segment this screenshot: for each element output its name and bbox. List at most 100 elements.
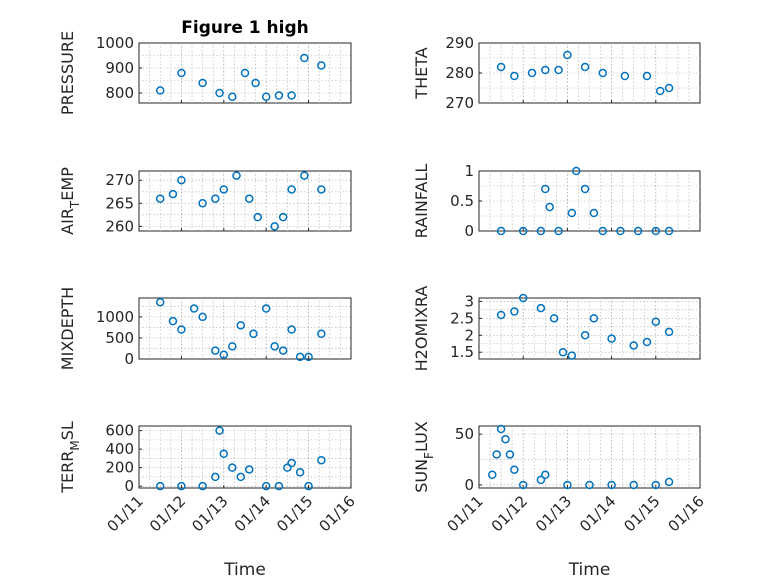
- data-point: [177, 481, 186, 491]
- data-point: [198, 312, 207, 322]
- data-point: [261, 92, 271, 101]
- y-tick-label: 265: [105, 194, 134, 212]
- data-point: [642, 71, 652, 81]
- data-point: [563, 50, 572, 60]
- data-point: [536, 303, 546, 313]
- data-point: [228, 342, 237, 351]
- data-point: [567, 351, 577, 360]
- data-point: [607, 480, 616, 490]
- data-point: [278, 346, 288, 355]
- x-tick-label: 01/14: [231, 492, 274, 535]
- data-point: [287, 325, 296, 334]
- y-tick-label: 280: [445, 64, 474, 82]
- data-point: [300, 53, 309, 63]
- data-point: [219, 449, 229, 459]
- y-tick-label: 600: [105, 422, 134, 440]
- data-point: [189, 304, 199, 313]
- data-point: [496, 226, 506, 236]
- data-point: [215, 426, 224, 435]
- data-point: [177, 175, 186, 185]
- y-tick-label: 1: [464, 162, 474, 180]
- data-point: [518, 293, 528, 303]
- data-point: [283, 463, 292, 472]
- x-tick-label: 01/15: [273, 492, 316, 535]
- data-point: [244, 465, 254, 474]
- data-point: [219, 350, 229, 360]
- data-point: [177, 68, 186, 78]
- y-axis-label: PRESSURE: [58, 31, 77, 115]
- x-tick-label: 01/13: [188, 492, 231, 535]
- data-point: [236, 321, 246, 330]
- x-tick-label: 01/13: [532, 492, 575, 535]
- data-point: [236, 472, 246, 482]
- axes-box: [138, 42, 352, 104]
- data-point: [317, 329, 326, 339]
- y-axis-label-main: TERR: [58, 451, 77, 494]
- x-tick-label: 01/11: [104, 492, 147, 535]
- x-tick-label: 01/16: [665, 492, 708, 535]
- data-point: [651, 317, 661, 326]
- y-axis-label-main: AIR: [58, 208, 77, 235]
- y-tick-label: 0: [464, 476, 474, 494]
- y-tick-label: 200: [105, 459, 134, 477]
- data-point: [536, 226, 546, 236]
- data-point: [496, 424, 506, 434]
- data-point: [177, 325, 186, 334]
- data-point: [518, 480, 528, 490]
- data-point: [620, 71, 630, 81]
- y-tick-label: 3: [464, 292, 474, 310]
- data-point: [251, 78, 260, 88]
- data-point: [655, 86, 665, 96]
- data-point: [664, 83, 674, 93]
- data-point: [317, 185, 326, 194]
- x-tick-label: 01/14: [576, 492, 619, 535]
- x-tick-label: 01/15: [620, 492, 663, 535]
- data-point: [211, 194, 220, 203]
- data-point: [549, 314, 559, 323]
- data-point: [496, 310, 506, 320]
- data-point: [571, 166, 581, 176]
- data-point: [198, 78, 207, 88]
- data-point: [510, 71, 519, 81]
- data-point: [198, 481, 207, 491]
- data-point: [270, 222, 279, 231]
- data-point: [228, 463, 237, 472]
- data-point: [488, 470, 497, 480]
- data-point: [580, 331, 590, 340]
- y-tick-label: 800: [105, 84, 134, 102]
- data-point: [287, 185, 296, 194]
- data-point: [295, 352, 305, 362]
- x-axis-label: Time: [223, 560, 266, 580]
- data-point: [541, 470, 550, 480]
- y-tick-label: 0: [464, 222, 474, 240]
- data-point: [304, 481, 313, 491]
- data-point: [249, 329, 258, 339]
- data-point: [541, 184, 550, 194]
- y-axis-label: RAINFALL: [412, 164, 431, 239]
- data-point: [633, 226, 643, 236]
- figure-title: Figure 1 high: [181, 18, 309, 38]
- data-point: [300, 171, 309, 180]
- y-tick-label: 270: [105, 171, 134, 189]
- y-axis-label-tail: LUX: [412, 421, 431, 452]
- data-point: [155, 194, 165, 203]
- data-point: [274, 91, 284, 100]
- data-point: [501, 434, 510, 444]
- data-point: [510, 465, 519, 474]
- y-axis-label-tail: EMP: [58, 167, 77, 201]
- panel-rainfall: 0 0.5 1 RAINFALL: [412, 162, 701, 240]
- data-point: [589, 314, 599, 323]
- data-point: [642, 337, 652, 347]
- data-point: [317, 455, 326, 465]
- data-point: [287, 91, 296, 100]
- panel-h2omixra: 1.522.53 H2OMIXRA: [412, 286, 701, 371]
- data-point: [664, 226, 674, 236]
- axes-box: [138, 425, 352, 489]
- data-point: [261, 481, 271, 491]
- data-point: [651, 226, 661, 236]
- data-point: [629, 341, 638, 350]
- data-point: [295, 468, 305, 477]
- y-axis-label: SUNFLUX: [412, 421, 436, 493]
- data-point: [554, 65, 563, 75]
